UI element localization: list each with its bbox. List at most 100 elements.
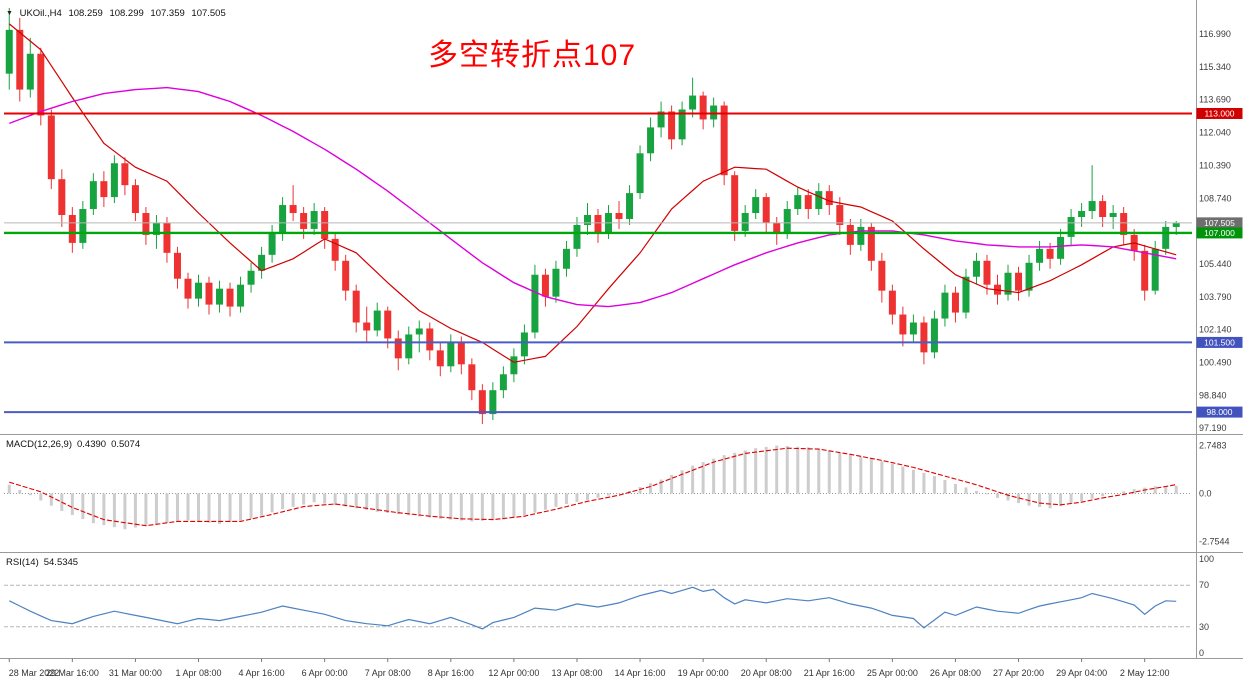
- candle-down: [300, 213, 308, 229]
- macd-panel: 2.7483 0.0 -2.7544: [4, 441, 1230, 546]
- ohlc-high: 108.299: [109, 8, 144, 19]
- time-label: 12 Apr 00:00: [488, 668, 539, 678]
- price-scale: 116.990 115.340 113.690 112.040 110.390 108.7…: [1199, 29, 1232, 433]
- candle-down: [352, 290, 360, 323]
- candle-down: [899, 314, 907, 335]
- candle-down: [920, 322, 928, 353]
- candlesticks: [5, 7, 1180, 425]
- candle-up: [447, 342, 455, 367]
- candle-up: [268, 232, 276, 255]
- candle-up: [562, 248, 570, 269]
- candle-up: [689, 95, 697, 110]
- time-label: 29 Mar 16:00: [46, 668, 99, 678]
- symbol-dropdown-icon[interactable]: ▼: [6, 10, 13, 17]
- macd-value: 0.4390: [77, 439, 107, 450]
- time-label: 20 Apr 08:00: [741, 668, 792, 678]
- time-label: 31 Mar 00:00: [109, 668, 162, 678]
- svg-text:2.7483: 2.7483: [1199, 441, 1227, 451]
- time-label: 2 May 12:00: [1120, 668, 1170, 678]
- candle-up: [520, 332, 528, 357]
- svg-text:107.505: 107.505: [1204, 218, 1235, 228]
- candle-down: [668, 111, 676, 140]
- candle-down: [142, 213, 150, 235]
- chart-annotation-text[interactable]: 多空转折点107: [428, 39, 637, 72]
- candle-down: [331, 238, 339, 261]
- candle-up: [89, 181, 97, 210]
- candle-up: [815, 191, 823, 210]
- svg-text:113.000: 113.000: [1204, 108, 1234, 118]
- svg-text:100.490: 100.490: [1199, 358, 1232, 368]
- time-label: 19 Apr 00:00: [678, 668, 729, 678]
- candle-down: [16, 29, 24, 90]
- candle-up: [152, 222, 160, 235]
- candle-down: [58, 179, 66, 216]
- svg-text:0: 0: [1199, 648, 1204, 658]
- horizontal-levels[interactable]: [4, 112, 1192, 414]
- candle-down: [731, 175, 739, 231]
- svg-text:115.340: 115.340: [1199, 62, 1231, 72]
- svg-text:100: 100: [1199, 554, 1214, 564]
- candle-down: [888, 290, 896, 315]
- candle-down: [615, 213, 623, 219]
- time-label: 25 Apr 00:00: [867, 668, 918, 678]
- svg-text:102.140: 102.140: [1199, 325, 1232, 335]
- svg-text:113.690: 113.690: [1199, 95, 1231, 105]
- candle-down: [878, 260, 886, 291]
- candle-down: [541, 274, 549, 297]
- candle-up: [1004, 272, 1012, 295]
- price-badge: [1196, 227, 1243, 239]
- ma-slow: [9, 86, 1177, 308]
- price-badge: [1196, 217, 1243, 229]
- candle-up: [1088, 201, 1096, 212]
- candle-down: [426, 328, 434, 351]
- candle-up: [636, 153, 644, 194]
- candle-down: [1141, 250, 1149, 291]
- candle-up: [1057, 236, 1065, 259]
- candle-down: [47, 115, 55, 180]
- candle-down: [100, 181, 108, 198]
- candle-up: [279, 205, 287, 233]
- candle-down: [1120, 213, 1128, 235]
- candle-down: [121, 163, 129, 186]
- candle-up: [626, 193, 634, 219]
- symbol-ohlc-bar: ▼ UKOil.,H4 108.259 108.299 107.359 107.…: [6, 8, 230, 19]
- candle-up: [1025, 262, 1033, 291]
- candle-down: [699, 95, 707, 120]
- candle-down: [394, 338, 402, 359]
- candle-up: [678, 109, 686, 140]
- candle-up: [26, 53, 34, 90]
- time-label: 27 Apr 20:00: [993, 668, 1044, 678]
- price-badge: [1196, 406, 1243, 418]
- candle-up: [1151, 248, 1159, 291]
- candle-down: [37, 53, 45, 116]
- candle-down: [762, 197, 770, 223]
- candle-up: [794, 195, 802, 210]
- candle-up: [247, 270, 255, 285]
- rsi-value: 54.5345: [43, 557, 79, 568]
- svg-text:112.040: 112.040: [1199, 128, 1231, 138]
- candle-down: [68, 215, 76, 243]
- rsi-label: RSI(14): [6, 557, 39, 568]
- candle-up: [583, 215, 591, 225]
- candle-up: [1162, 226, 1170, 249]
- candle-up: [962, 276, 970, 313]
- candle-down: [436, 350, 444, 367]
- candle-up: [941, 292, 949, 319]
- candle-up: [79, 209, 87, 243]
- candle-up: [1078, 211, 1086, 217]
- time-label: 7 Apr 08:00: [365, 668, 411, 678]
- candle-down: [846, 224, 854, 245]
- candle-up: [657, 111, 665, 128]
- time-label: 4 Apr 16:00: [239, 668, 285, 678]
- rsi-panel: 100 70 30 0: [4, 554, 1214, 658]
- candle-up: [741, 213, 749, 231]
- candle-down: [457, 342, 465, 365]
- svg-text:-2.7544: -2.7544: [1199, 536, 1230, 546]
- candle-up: [1109, 213, 1117, 217]
- ohlc-close: 107.505: [191, 8, 226, 19]
- time-label: 29 Apr 04:00: [1056, 668, 1107, 678]
- svg-text:0.0: 0.0: [1199, 489, 1212, 499]
- candle-up: [972, 260, 980, 277]
